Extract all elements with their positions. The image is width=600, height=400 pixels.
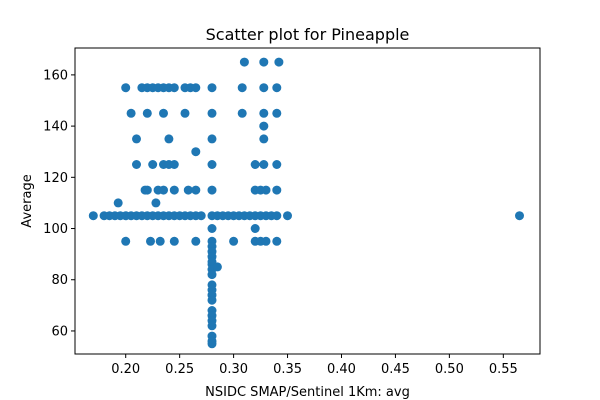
scatter-point	[272, 108, 282, 118]
scatter-point	[159, 108, 168, 118]
scatter-point	[207, 339, 217, 349]
y-tick-label: 100	[43, 222, 68, 237]
scatter-point	[259, 57, 269, 67]
scatter-point	[239, 57, 249, 67]
scatter-point	[142, 108, 152, 118]
scatter-point	[148, 160, 158, 169]
plot-frame	[74, 47, 541, 355]
scatter-point	[126, 108, 136, 118]
x-tick-label: 0.45	[381, 362, 410, 377]
scatter-point	[132, 160, 141, 169]
scatter-point	[250, 160, 260, 169]
y-tick-label: 160	[43, 68, 68, 83]
x-tick-label: 0.30	[219, 362, 248, 377]
scatter-point	[207, 160, 217, 169]
scatter-point	[207, 108, 217, 118]
scatter-point	[261, 236, 271, 246]
scatter-point	[180, 108, 190, 118]
scatter-point	[212, 262, 222, 272]
scatter-point	[261, 185, 271, 195]
scatter-point	[259, 121, 269, 131]
scatter-point	[121, 83, 131, 93]
y-tick-label: 60	[51, 324, 68, 339]
chart-title: Scatter plot for Pineapple	[206, 25, 410, 44]
x-tick-label: 0.25	[165, 362, 194, 377]
scatter-point	[169, 160, 179, 169]
x-axis-label: NSIDC SMAP/Sentinel 1Km: avg	[205, 385, 410, 400]
x-tick-label: 0.35	[273, 362, 302, 377]
scatter-point	[272, 236, 282, 246]
scatter-point	[207, 185, 217, 195]
scatter-point	[259, 83, 269, 93]
scatter-point	[169, 83, 179, 93]
scatter-point	[159, 185, 168, 195]
scatter-point	[207, 224, 217, 233]
scatter-point	[274, 57, 284, 67]
scatter-point	[272, 83, 282, 93]
scatter-point	[155, 236, 165, 246]
scatter-point	[259, 160, 269, 169]
y-tick-label: 80	[51, 273, 68, 288]
scatter-point	[272, 160, 282, 169]
x-tick-label: 0.50	[435, 362, 464, 377]
scatter-point	[237, 83, 247, 93]
scatter-point	[164, 134, 174, 144]
scatter-point	[151, 198, 161, 208]
scatter-point	[142, 185, 152, 195]
scatter-point	[121, 236, 131, 246]
points-layer	[88, 57, 524, 349]
scatter-point	[259, 108, 269, 118]
y-ticks: 60 80 100 120 140 160	[43, 68, 75, 339]
scatter-point	[229, 236, 239, 246]
scatter-point	[515, 211, 524, 221]
scatter-point	[191, 185, 201, 195]
scatter-point	[196, 211, 206, 221]
x-tick-label: 0.55	[489, 362, 518, 377]
scatter-point	[207, 134, 217, 144]
scatter-point	[88, 211, 98, 221]
scatter-point	[169, 185, 179, 195]
y-axis-label: Average	[20, 174, 35, 227]
scatter-point	[183, 185, 193, 195]
scatter-point	[272, 211, 282, 221]
scatter-point	[207, 83, 217, 93]
scatter-point	[132, 134, 141, 144]
scatter-point	[283, 211, 292, 221]
scatter-point	[169, 236, 179, 246]
scatter-point	[113, 198, 123, 208]
scatter-point	[237, 108, 247, 118]
scatter-point	[191, 83, 201, 93]
scatter-point	[207, 321, 217, 331]
scatter-point	[191, 236, 201, 246]
y-tick-label: 120	[43, 171, 68, 186]
scatter-point	[207, 270, 217, 280]
x-tick-label: 0.40	[327, 362, 356, 377]
scatter-point	[207, 295, 217, 305]
scatter-point	[272, 185, 282, 195]
x-ticks: 0.20 0.25 0.30 0.35 0.40 0.45 0.50 0.55	[111, 354, 518, 377]
scatter-point	[146, 236, 155, 246]
scatter-point	[250, 224, 260, 233]
scatter-point	[259, 134, 269, 144]
x-tick-label: 0.20	[111, 362, 140, 377]
scatter-point	[191, 147, 201, 157]
y-tick-label: 140	[43, 120, 68, 135]
